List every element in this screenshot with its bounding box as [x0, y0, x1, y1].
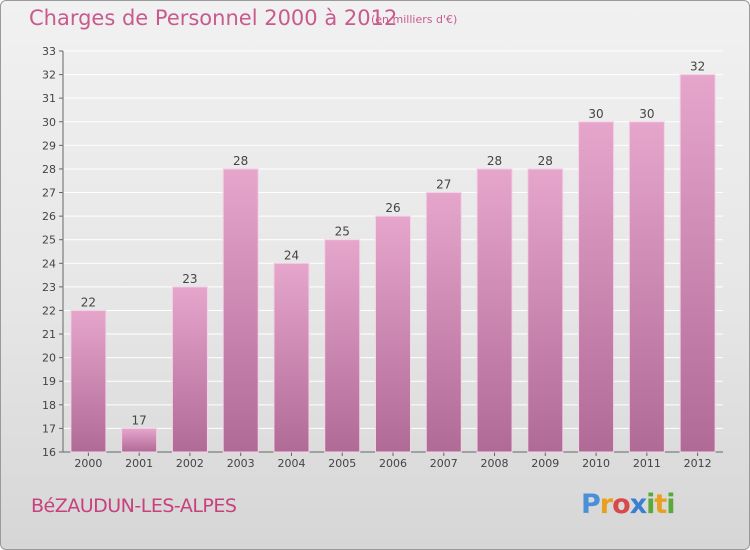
- y-tick-label: 25: [42, 234, 56, 247]
- y-tick-label: 33: [42, 45, 56, 58]
- x-tick-label: 2002: [176, 457, 204, 470]
- data-label: 24: [284, 248, 299, 262]
- y-tick-label: 26: [42, 210, 56, 223]
- x-tick-label: 2010: [582, 457, 610, 470]
- y-tick-label: 28: [42, 163, 56, 176]
- data-label: 25: [335, 225, 350, 239]
- commune-name: BéZAUDUN-LES-ALPES: [31, 495, 237, 517]
- y-tick-label: 30: [42, 116, 56, 129]
- x-tick-label: 2003: [227, 457, 255, 470]
- y-tick-label: 21: [42, 328, 56, 341]
- data-label: 28: [487, 154, 502, 168]
- y-tick-label: 17: [42, 422, 56, 435]
- x-tick-label: 2005: [328, 457, 356, 470]
- bar: [121, 427, 158, 453]
- bar: [679, 74, 716, 453]
- y-tick-label: 19: [42, 375, 56, 388]
- data-label: 32: [690, 60, 705, 74]
- y-tick-label: 16: [42, 446, 56, 459]
- bar: [578, 121, 615, 453]
- chart-subtitle: (en milliers d'€): [371, 13, 458, 26]
- y-tick-label: 32: [42, 69, 56, 82]
- data-label: 28: [233, 154, 248, 168]
- data-label: 26: [385, 201, 400, 215]
- bar: [273, 262, 310, 453]
- proxiti-logo: Proxiti: [581, 489, 676, 520]
- data-label: 28: [538, 154, 553, 168]
- data-label: 30: [588, 107, 603, 121]
- y-tick-label: 22: [42, 304, 56, 317]
- x-tick-label: 2006: [379, 457, 407, 470]
- y-tick-label: 20: [42, 352, 56, 365]
- y-tick-label: 24: [42, 257, 56, 270]
- data-label: 30: [639, 107, 654, 121]
- x-tick-label: 2000: [74, 457, 102, 470]
- bar: [375, 215, 411, 453]
- bar: [425, 192, 462, 453]
- bar: [527, 168, 564, 453]
- x-tick-label: 2008: [481, 457, 509, 470]
- y-tick-label: 27: [42, 187, 56, 200]
- y-tick-label: 18: [42, 399, 56, 412]
- x-tick-label: 2007: [430, 457, 458, 470]
- x-tick-label: 2004: [277, 457, 305, 470]
- x-tick-label: 2011: [633, 457, 661, 470]
- bar: [476, 168, 513, 453]
- x-tick-label: 2001: [125, 457, 153, 470]
- bars: [70, 74, 716, 453]
- data-labels: 22 17 23 28 24 25 26 27 28 28 30 30 32: [81, 60, 706, 428]
- x-tick-label: 2012: [684, 457, 712, 470]
- y-tick-label: 23: [42, 281, 56, 294]
- bar: [222, 168, 259, 453]
- y-tick-label: 31: [42, 92, 56, 105]
- y-tick-label: 29: [42, 139, 56, 152]
- data-label: 22: [81, 295, 96, 309]
- data-label: 23: [182, 272, 197, 286]
- bar: [70, 309, 107, 453]
- bar: [171, 286, 208, 453]
- bar: [324, 239, 361, 453]
- x-tick-label: 2009: [531, 457, 559, 470]
- data-label: 27: [436, 178, 451, 192]
- chart-title: Charges de Personnel 2000 à 2012: [29, 6, 398, 30]
- bar: [628, 121, 665, 453]
- data-label: 17: [132, 413, 147, 427]
